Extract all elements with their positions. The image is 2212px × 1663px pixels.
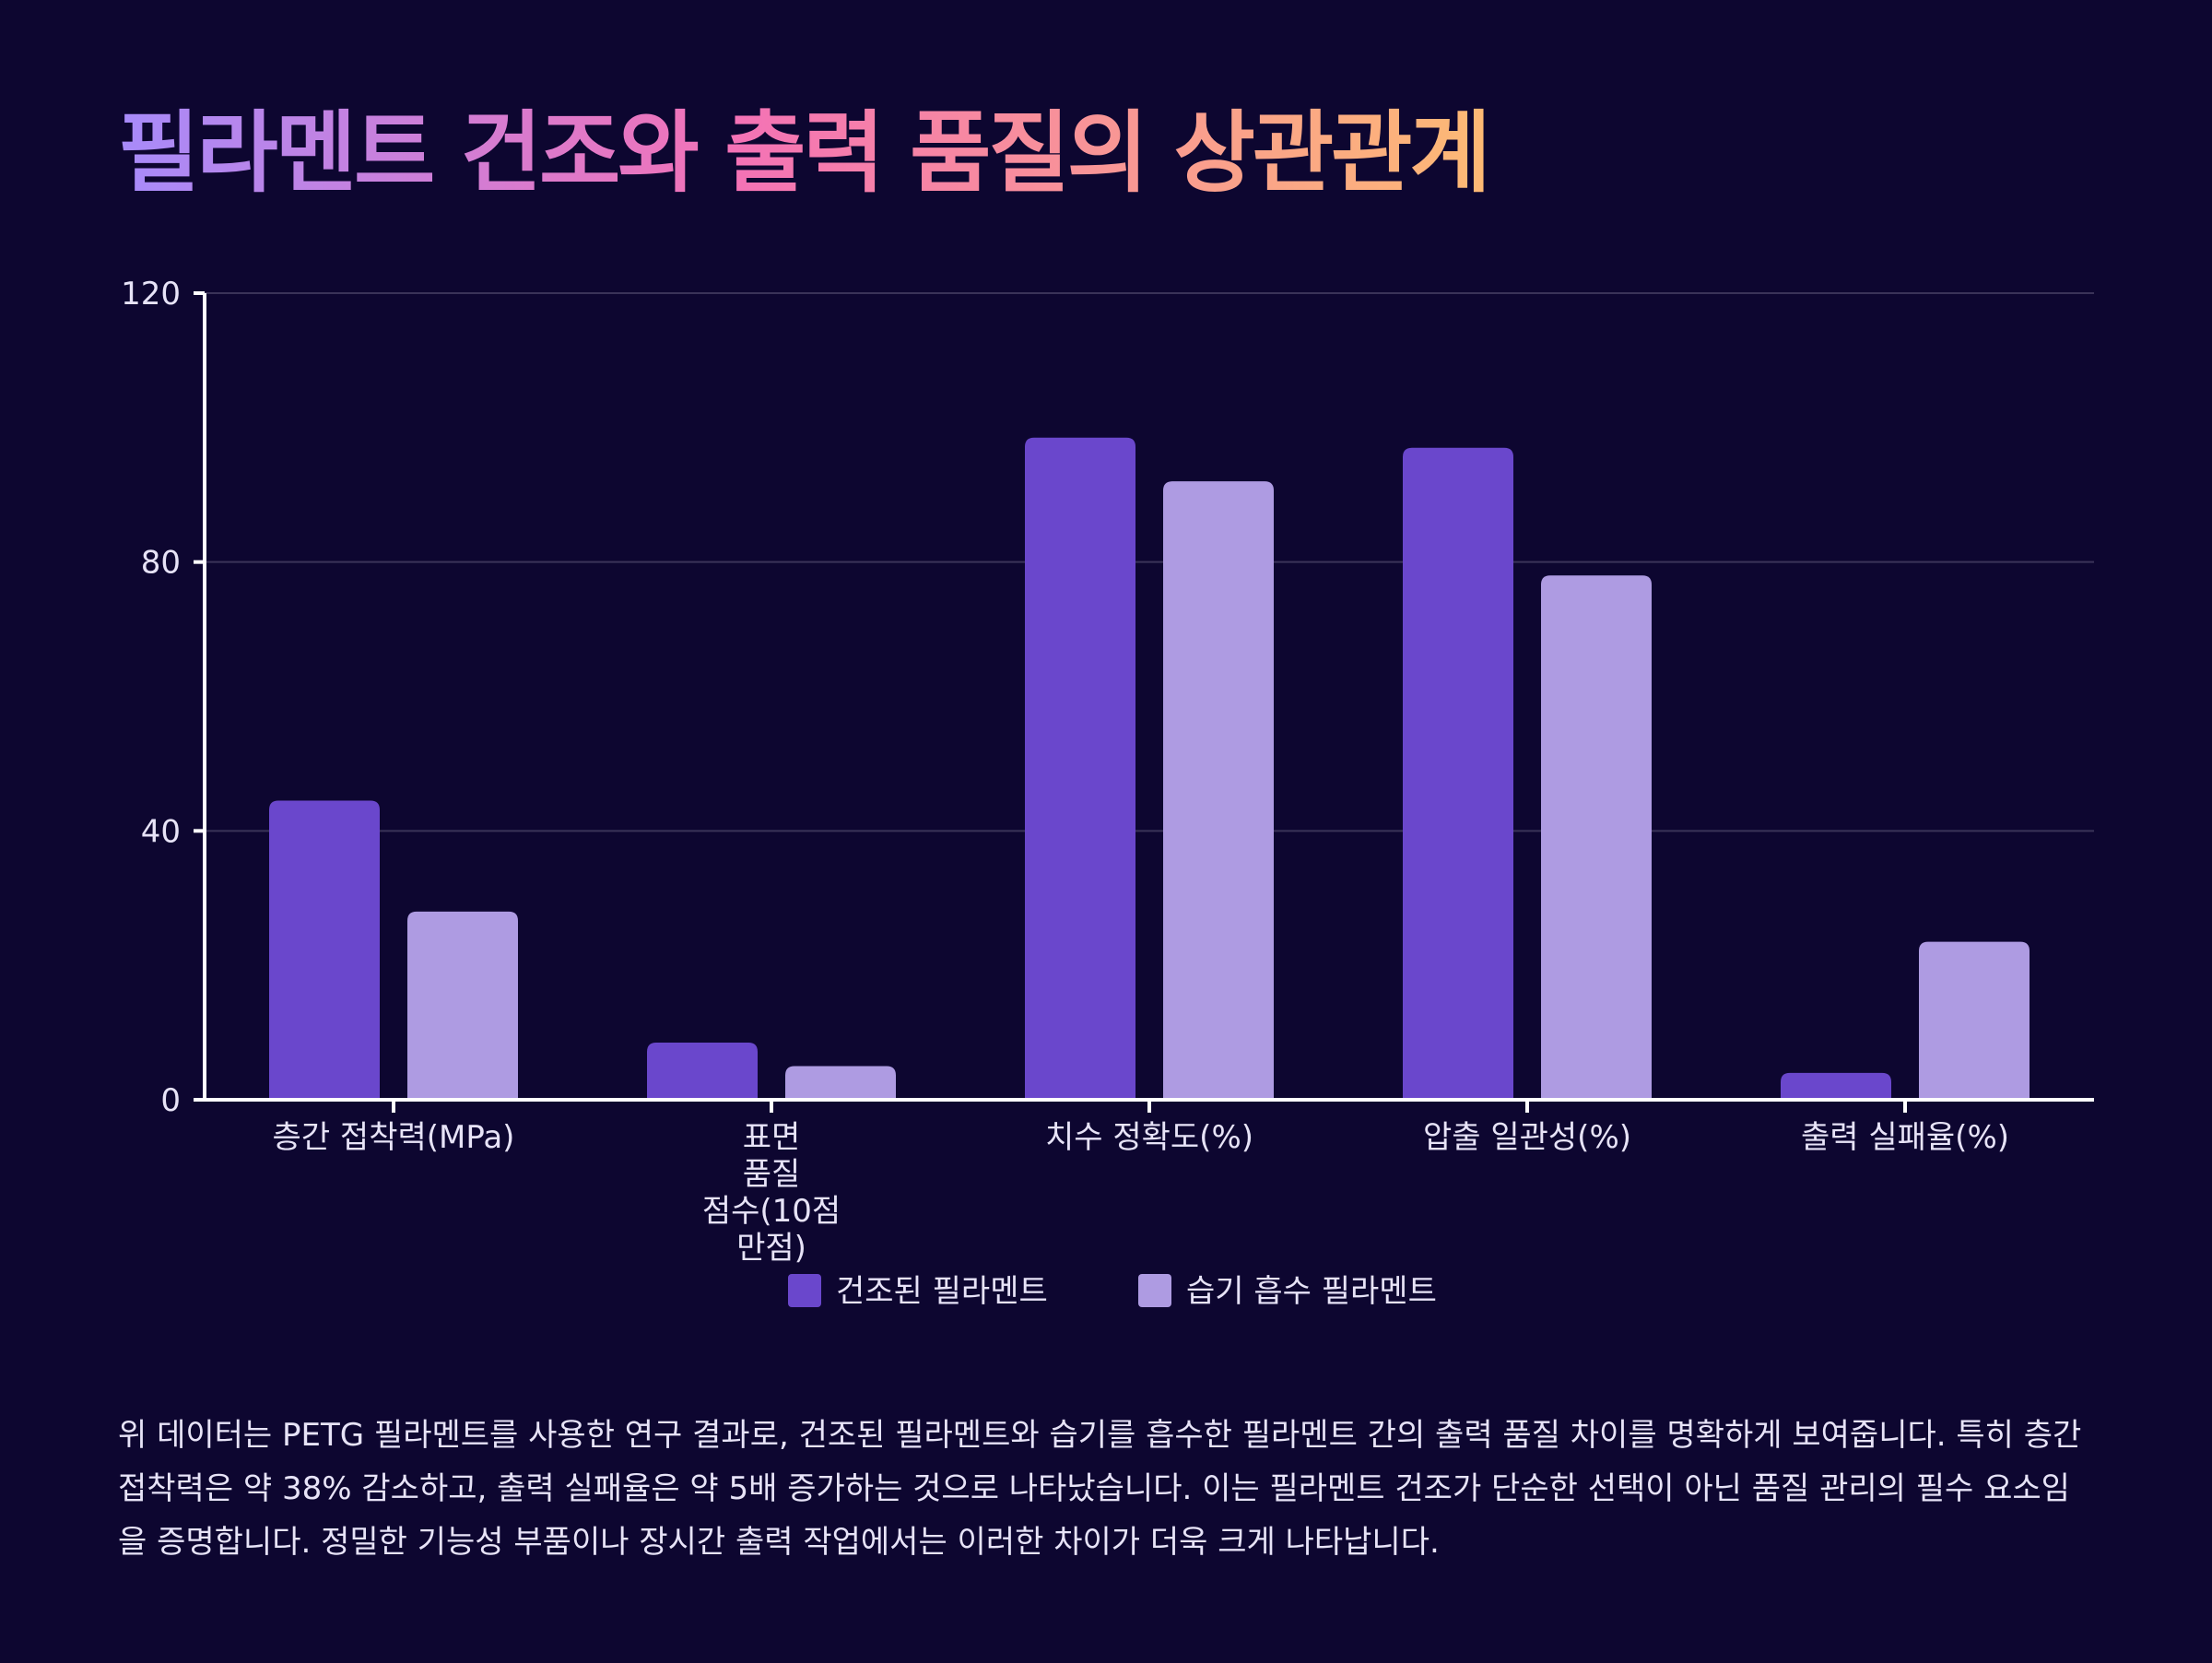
bar-humid[interactable] [1163, 481, 1274, 1100]
chart-title: 필라멘트 건조와 출력 품질의 상관관계 [118, 81, 1491, 209]
bar-dried[interactable] [1403, 447, 1513, 1100]
y-tick-label: 40 [141, 813, 181, 850]
x-tick-label: 압출 일관성(%) [1423, 1119, 1631, 1156]
legend-item-humid[interactable]: 습기 흡수 필라멘트 [1138, 1273, 1437, 1310]
bar-dried[interactable] [647, 1043, 758, 1100]
chart-description: 위 데이터는 PETG 필라멘트를 사용한 연구 결과로, 건조된 필라멘트와 … [118, 1417, 2082, 1561]
bars [269, 437, 2030, 1100]
legend-item-dried[interactable]: 건조된 필라멘트 [788, 1273, 1048, 1310]
legend-swatch [1138, 1274, 1171, 1307]
bar-humid[interactable] [1541, 575, 1652, 1100]
y-tick-label: 80 [141, 545, 181, 582]
bar-dried[interactable] [269, 800, 380, 1100]
bar-chart: 0 40 80 120 층간 접착력(MPa) 표면 품질 점수(10점 만점) 치수 정확도(%… [121, 276, 2094, 1310]
axes [194, 291, 2094, 1113]
legend-label: 습기 흡수 필라멘트 [1186, 1273, 1437, 1310]
gridlines [205, 292, 2094, 832]
legend[interactable]: 건조된 필라멘트 습기 흡수 필라멘트 [788, 1273, 1437, 1310]
x-tick-label: 층간 접착력(MPa) [273, 1119, 515, 1156]
axis-labels: 0 40 80 120 층간 접착력(MPa) 표면 품질 점수(10점 만점) 치수 정확도(%… [121, 276, 2009, 1267]
legend-swatch [788, 1274, 821, 1307]
legend-label: 건조된 필라멘트 [836, 1273, 1048, 1310]
bar-humid[interactable] [1919, 941, 2030, 1100]
bar-dried[interactable] [1025, 437, 1135, 1100]
bar-dried[interactable] [1781, 1072, 1891, 1100]
x-tick-label: 출력 실패율(%) [1801, 1119, 2009, 1156]
bar-humid[interactable] [785, 1066, 896, 1100]
y-tick-label: 120 [121, 276, 181, 313]
x-tick-label: 표면 품질 점수(10점 만점) [702, 1119, 841, 1267]
y-tick-label: 0 [160, 1082, 181, 1119]
x-tick-label: 치수 정확도(%) [1045, 1119, 1253, 1156]
bar-humid[interactable] [407, 911, 518, 1100]
